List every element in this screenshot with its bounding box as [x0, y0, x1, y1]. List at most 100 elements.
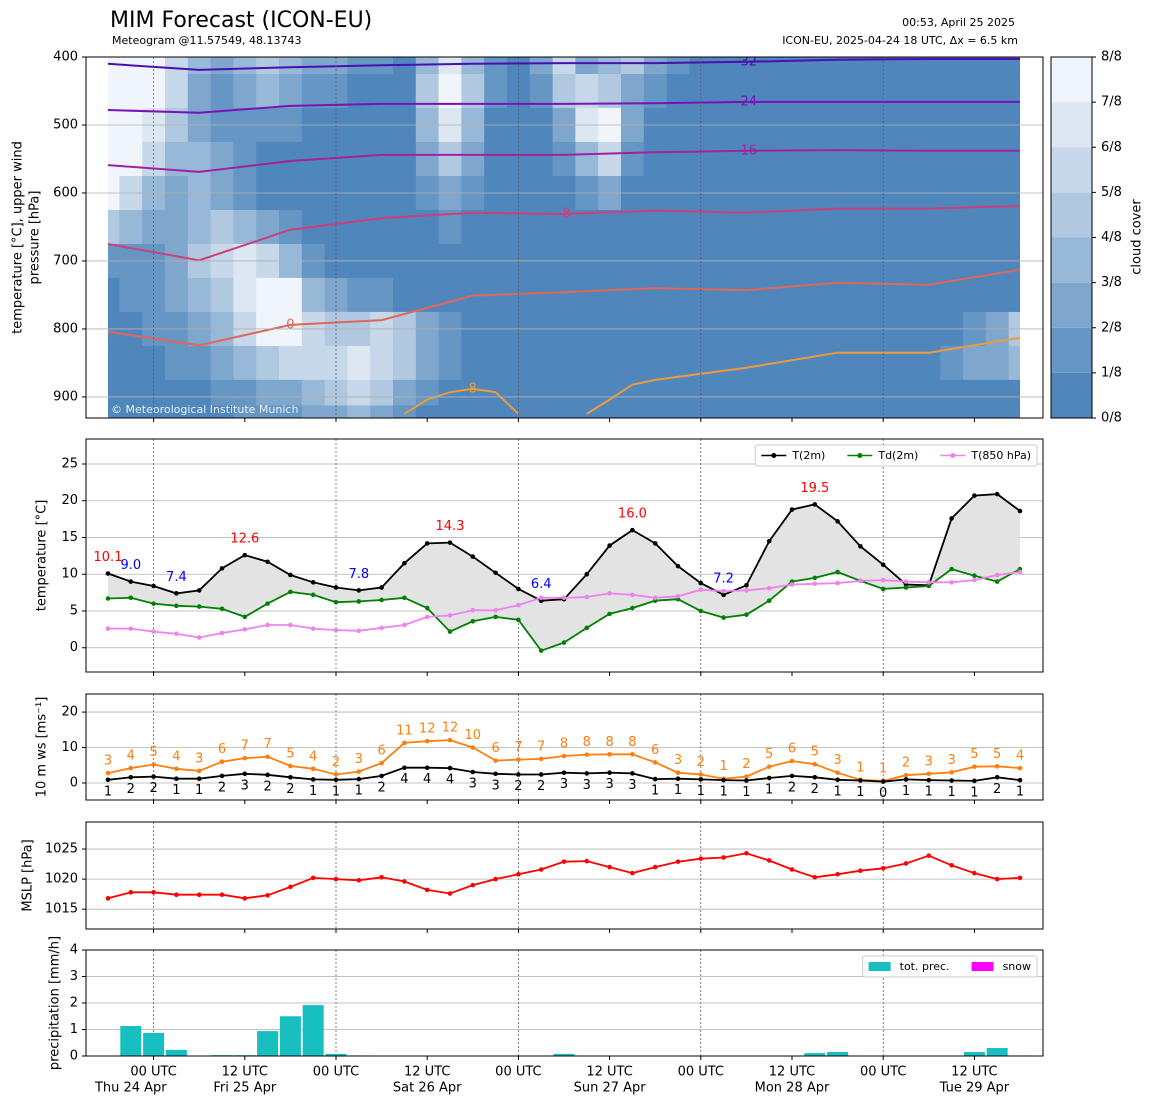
data-point [493, 607, 498, 613]
colorbar-band [1051, 147, 1092, 193]
data-point [607, 543, 612, 548]
data-point [447, 629, 453, 634]
cloud-cell [393, 405, 417, 418]
data-point [447, 540, 453, 545]
cloud-cell [165, 73, 189, 109]
data-point [174, 591, 179, 596]
data-point [972, 577, 977, 583]
cloud-cell [529, 345, 554, 381]
value-label: 2 [902, 756, 910, 771]
value-label: 11 [396, 723, 413, 738]
value-label: 5 [993, 747, 1001, 762]
cloud-cell [985, 209, 1010, 245]
bar [279, 1016, 301, 1056]
value-label: 6 [651, 743, 659, 758]
cloud-cell [165, 345, 189, 381]
value-label: 9.0 [120, 558, 141, 573]
legend-swatch [971, 962, 994, 971]
cloud-cell [142, 379, 166, 407]
data-point [105, 596, 111, 601]
data-point [356, 769, 362, 774]
cloud-cell [712, 73, 736, 109]
value-label: 3 [674, 753, 682, 768]
value-label: 4 [1016, 749, 1024, 764]
data-point [972, 778, 977, 784]
data-point [538, 756, 544, 762]
value-label: 3 [583, 778, 591, 793]
colorbar-tick-label: 8/8 [1101, 50, 1122, 65]
cloud-field: -32 -24 -16 -8 0 8 [108, 54, 1020, 418]
cloud-cell [940, 73, 964, 109]
cloud-cell [940, 405, 964, 418]
data-point [584, 752, 590, 757]
data-point [812, 761, 818, 767]
data-point [972, 870, 977, 876]
cloud-cell [552, 405, 576, 418]
value-label: 6.4 [531, 577, 552, 592]
data-point [310, 580, 316, 585]
cloud-cell [324, 209, 348, 245]
cloud-cell [108, 73, 120, 109]
data-point [607, 611, 612, 617]
x-tick-label: 00 UTC [678, 1065, 724, 1080]
cloud-cell [108, 57, 120, 75]
cloud-cell [324, 141, 348, 177]
cloud-cell [484, 57, 508, 75]
cloud-cell [142, 209, 166, 245]
data-point [219, 630, 225, 636]
value-label: 7.2 [713, 571, 734, 586]
cloud-cell [666, 57, 690, 75]
data-point [766, 764, 772, 769]
data-point [584, 858, 590, 864]
data-point [424, 614, 430, 620]
data-point [333, 777, 339, 783]
cloud-cell [894, 57, 918, 75]
isotherm-label: -32 [736, 54, 757, 69]
cloud-cell [666, 209, 690, 245]
colorbar-band [1051, 237, 1092, 283]
data-point [288, 622, 293, 628]
cloud-cell [347, 73, 371, 109]
legend: T(2m) Td(2m) T(850 hPa) [754, 444, 1038, 467]
data-point [151, 774, 156, 779]
cloud-cell [712, 379, 736, 407]
cloud-cell [370, 405, 394, 418]
cloud-cell [894, 209, 918, 245]
cloud-cell [917, 73, 941, 109]
cloud-cell [438, 277, 462, 313]
axes-frame [85, 693, 1044, 801]
value-label: 12.6 [230, 532, 259, 547]
data-point [128, 765, 134, 771]
cloud-cell [985, 345, 1010, 381]
colorbar-band [1051, 372, 1092, 418]
cloud-cell [849, 277, 873, 313]
bar [302, 1005, 324, 1056]
cloud-cell [187, 405, 212, 418]
cloud-cell [552, 73, 576, 109]
isotherm [108, 100, 1020, 114]
cloud-cell [575, 141, 599, 177]
colorbar-tick-label: 3/8 [1101, 275, 1122, 290]
value-label: 12 [419, 722, 436, 737]
cloud-cell [393, 141, 417, 177]
cloud-cell [279, 405, 303, 418]
data-point [538, 595, 544, 601]
cloud-cell [826, 141, 850, 177]
cloud-cell [940, 57, 964, 75]
data-point [470, 554, 476, 559]
cloud-cell [757, 209, 782, 245]
cloud-cell [894, 379, 918, 407]
cloud-cell [598, 209, 622, 245]
cloud-cell [780, 277, 804, 313]
value-label: 0 [879, 786, 887, 801]
cloud-cell [233, 73, 257, 109]
cloud-cell [108, 141, 120, 177]
data-point [858, 578, 863, 584]
value-label: 8 [560, 737, 568, 752]
cloud-cell [826, 277, 850, 313]
colorbar-tick-label: 7/8 [1101, 95, 1122, 110]
cloud-cell [826, 73, 850, 109]
data-point [310, 626, 316, 631]
data-point [698, 772, 704, 777]
data-point [789, 773, 795, 779]
